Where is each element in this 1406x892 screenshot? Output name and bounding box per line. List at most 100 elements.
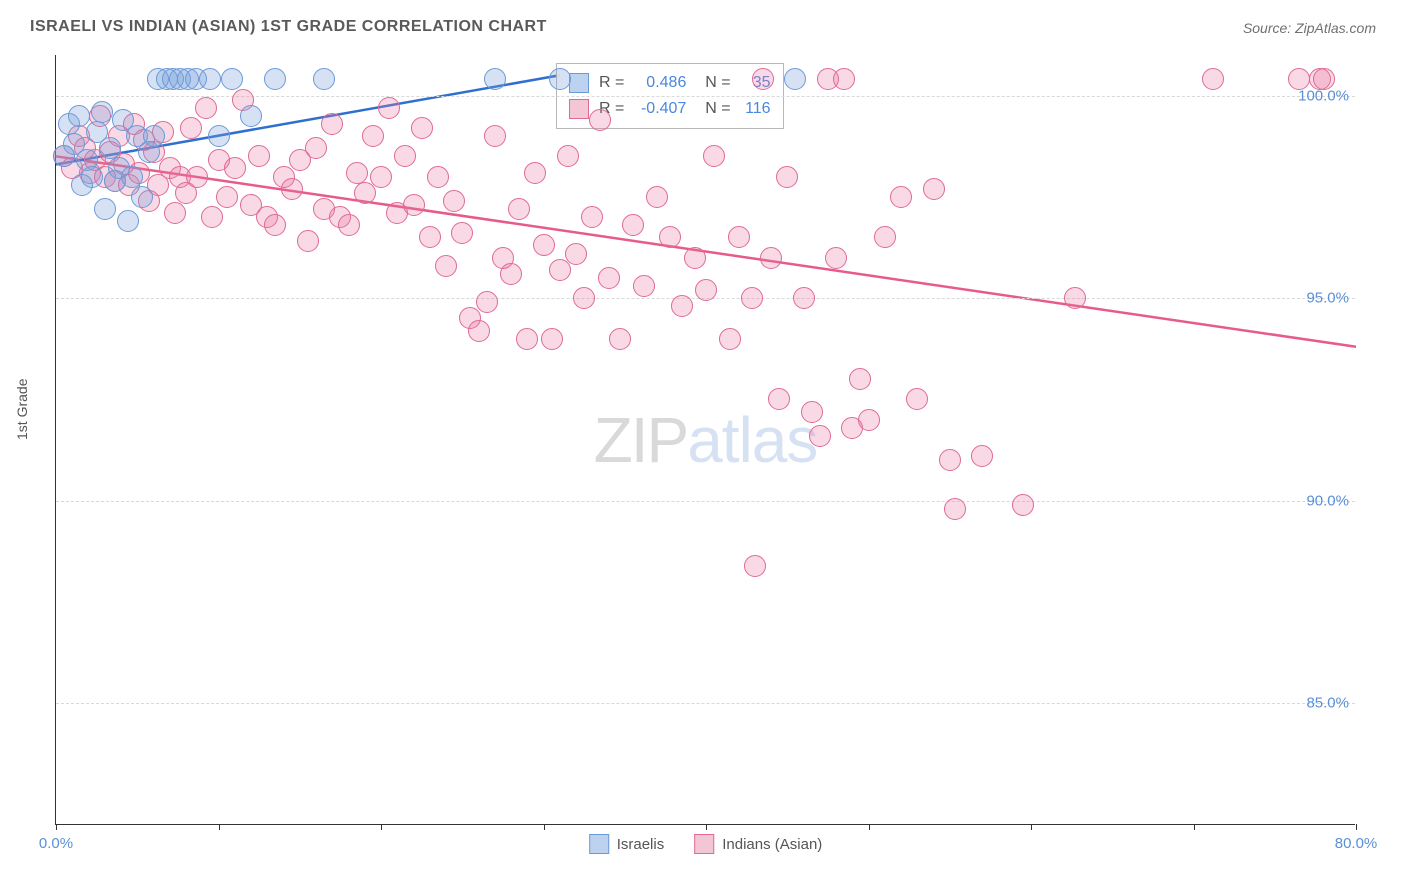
scatter-point-indians [297,230,319,252]
scatter-point-indians [695,279,717,301]
swatch-israelis [569,73,589,93]
y-axis-label: 1st Grade [14,379,30,440]
scatter-point-israelis [94,198,116,220]
x-tick [1356,824,1357,830]
scatter-point-indians [549,259,571,281]
x-tick [381,824,382,830]
scatter-point-indians [435,255,457,277]
stat-r-israelis: 0.486 [634,74,686,92]
scatter-point-indians [703,145,725,167]
scatter-point-indians [646,186,668,208]
swatch-israelis [589,834,609,854]
watermark-zip: ZIP [594,404,688,476]
stat-n-indians: 116 [741,100,771,118]
scatter-point-indians [224,157,246,179]
chart-title: ISRAELI VS INDIAN (ASIAN) 1ST GRADE CORR… [30,18,547,35]
chart-source: Source: ZipAtlas.com [1243,20,1376,36]
x-tick-label: 0.0% [39,835,73,852]
scatter-point-indians [524,162,546,184]
gridline [56,501,1355,502]
scatter-point-indians [281,178,303,200]
stat-n-label: N = [696,100,730,118]
scatter-point-indians [684,247,706,269]
y-tick-label: 95.0% [1306,290,1349,307]
swatch-indians [569,99,589,119]
scatter-point-indians [427,166,449,188]
scatter-point-indians [164,202,186,224]
scatter-point-indians [760,247,782,269]
x-tick [56,824,57,830]
scatter-point-indians [923,178,945,200]
scatter-point-indians [589,109,611,131]
scatter-point-indians [609,328,631,350]
scatter-point-indians [370,166,392,188]
scatter-point-indians [671,295,693,317]
scatter-point-indians [809,425,831,447]
scatter-point-indians [1012,494,1034,516]
scatter-point-indians [1202,68,1224,90]
plot-area: ZIPatlas R = 0.486 N = 35 R = -0.407 N =… [55,55,1355,825]
scatter-point-israelis [221,68,243,90]
series-legend-label-israelis: Israelis [617,836,665,853]
scatter-point-israelis [121,166,143,188]
scatter-point-indians [752,68,774,90]
scatter-point-indians [719,328,741,350]
scatter-point-indians [468,320,490,342]
y-tick-label: 90.0% [1306,492,1349,509]
scatter-point-indians [825,247,847,269]
scatter-point-indians [500,263,522,285]
x-tick-label: 80.0% [1335,835,1378,852]
stat-r-label: R = [599,74,624,92]
scatter-point-indians [944,498,966,520]
scatter-point-indians [939,449,961,471]
scatter-point-indians [793,287,815,309]
scatter-point-indians [516,328,538,350]
scatter-point-israelis [99,137,121,159]
scatter-point-indians [508,198,530,220]
x-tick [1194,824,1195,830]
x-tick [544,824,545,830]
scatter-point-indians [180,117,202,139]
scatter-point-indians [633,275,655,297]
scatter-point-indians [858,409,880,431]
scatter-point-indians [216,186,238,208]
scatter-point-indians [476,291,498,313]
scatter-point-indians [201,206,223,228]
scatter-point-israelis [81,166,103,188]
x-tick [219,824,220,830]
scatter-point-indians [394,145,416,167]
scatter-point-indians [195,97,217,119]
watermark: ZIPatlas [594,403,818,477]
scatter-point-indians [533,234,555,256]
scatter-point-indians [305,137,327,159]
scatter-point-indians [849,368,871,390]
x-tick [1031,824,1032,830]
scatter-point-indians [484,125,506,147]
scatter-point-indians [598,267,620,289]
scatter-point-indians [1313,68,1335,90]
trend-line-indians [56,156,1356,346]
stat-r-indians: -0.407 [634,100,686,118]
scatter-point-indians [565,243,587,265]
scatter-point-israelis [208,125,230,147]
scatter-point-israelis [484,68,506,90]
scatter-point-indians [744,555,766,577]
scatter-point-indians [874,226,896,248]
series-legend-item-indians: Indians (Asian) [694,834,822,854]
scatter-point-indians [451,222,473,244]
scatter-point-indians [186,166,208,188]
scatter-point-israelis [199,68,221,90]
x-tick [869,824,870,830]
scatter-point-indians [890,186,912,208]
scatter-point-indians [833,68,855,90]
series-legend: Israelis Indians (Asian) [589,834,823,854]
scatter-point-indians [801,401,823,423]
scatter-point-indians [362,125,384,147]
scatter-point-indians [443,190,465,212]
scatter-point-indians [1288,68,1310,90]
scatter-point-israelis [549,68,571,90]
scatter-point-israelis [131,186,153,208]
stats-legend-row-israelis: R = 0.486 N = 35 [569,70,771,96]
watermark-atlas: atlas [687,404,817,476]
scatter-point-indians [741,287,763,309]
